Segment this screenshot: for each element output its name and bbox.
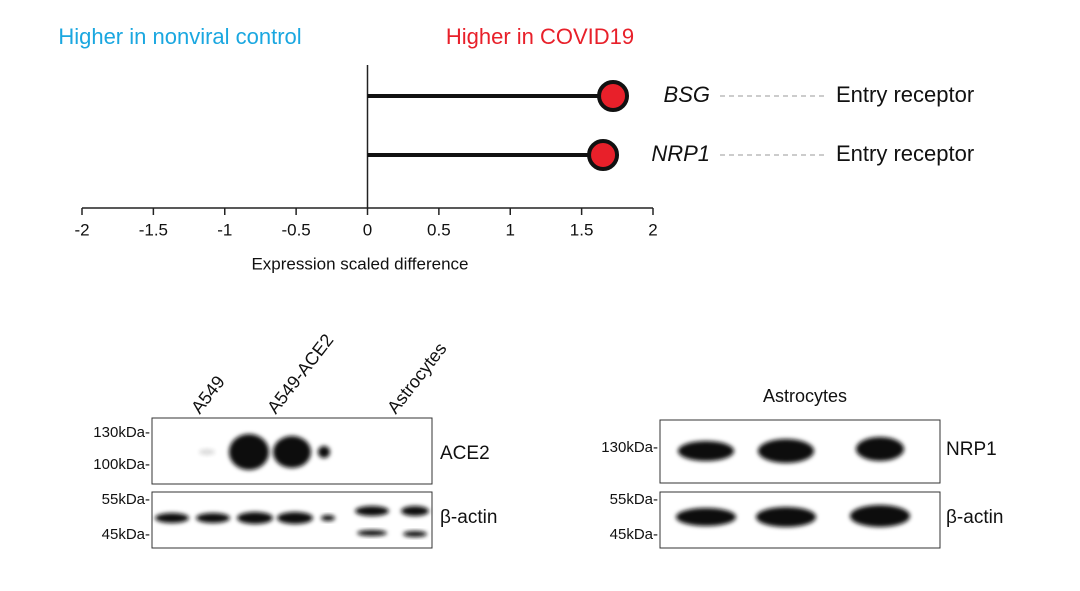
header-left: Higher in nonviral control <box>58 24 301 49</box>
x-tick-label: -2 <box>74 220 89 239</box>
dot <box>587 139 620 171</box>
band <box>277 512 313 524</box>
header-right: Higher in COVID19 <box>446 24 634 49</box>
x-tick-label: -0.5 <box>281 220 310 239</box>
target-label: ACE2 <box>440 443 490 464</box>
x-tick-label: 0 <box>363 220 372 239</box>
band <box>401 506 429 516</box>
band <box>758 439 814 463</box>
marker-label: 55kDa- <box>610 491 658 508</box>
band <box>237 512 273 524</box>
x-tick-label: -1 <box>217 220 232 239</box>
gene-label: BSG <box>664 82 710 107</box>
x-tick-label: 1 <box>506 220 515 239</box>
blot-title: Astrocytes <box>763 386 847 406</box>
x-axis-label: Expression scaled difference <box>251 254 468 273</box>
x-tick-label: 0.5 <box>427 220 451 239</box>
band <box>357 530 387 536</box>
x-tick-label: 1.5 <box>570 220 594 239</box>
band <box>856 437 904 461</box>
lane-label: A549 <box>187 372 229 417</box>
band <box>273 436 311 468</box>
band <box>676 508 736 526</box>
band <box>318 446 330 458</box>
band <box>355 506 389 516</box>
lane-label: A549-ACE2 <box>263 330 337 417</box>
band <box>155 513 189 523</box>
marker-label: 45kDa- <box>610 526 658 543</box>
target-label: β-actin <box>946 507 1003 528</box>
marker-label: 130kDa- <box>601 439 658 456</box>
marker-label: 100kDa- <box>93 456 150 473</box>
band <box>756 507 816 527</box>
x-tick-label: -1.5 <box>139 220 168 239</box>
band <box>196 513 230 523</box>
target-label: β-actin <box>440 507 497 528</box>
annotation: Entry receptor <box>836 141 974 166</box>
annotation: Entry receptor <box>836 82 974 107</box>
marker-label: 55kDa- <box>102 491 150 508</box>
lane-label: Astrocytes <box>383 339 450 418</box>
band <box>850 505 910 527</box>
dot <box>597 80 630 112</box>
band <box>403 531 427 537</box>
blot-left: A549 A549-ACE2 Astrocytes 130kDa- 100kDa… <box>93 330 497 549</box>
band <box>199 449 215 455</box>
band <box>229 434 269 470</box>
marker-label: 45kDa- <box>102 526 150 543</box>
gene-label: NRP1 <box>651 141 710 166</box>
blot-right: Astrocytes 130kDa- 55kDa- 45kDa- NRP1 β-… <box>601 386 1003 549</box>
marker-label: 130kDa- <box>93 424 150 441</box>
band <box>321 515 335 521</box>
band <box>678 441 734 461</box>
x-tick-label: 2 <box>648 220 657 239</box>
target-label: NRP1 <box>946 439 997 460</box>
